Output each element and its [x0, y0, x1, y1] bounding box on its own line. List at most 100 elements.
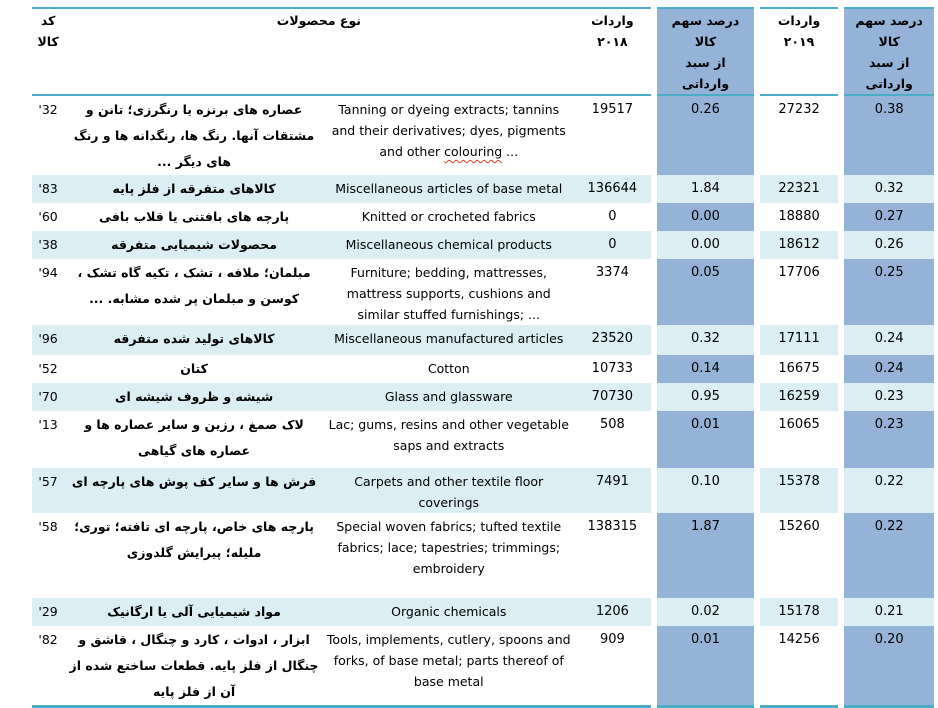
cell-imports-2019: 15178	[756, 598, 842, 626]
table-row: '13 لاک صمغ ، رزین و سایر عصاره ها و عصا…	[32, 411, 934, 468]
cell-imports-2018: 23520	[573, 325, 655, 355]
cell-desc-en: Lac; gums, resins and other vegetable sa…	[328, 417, 569, 453]
cell-share-2018: 0.10	[651, 468, 760, 513]
header-code: کد کالا	[32, 8, 64, 95]
cell-desc-en: Tanning or dyeing extracts; tannins and …	[324, 95, 574, 175]
cell-imports-2019: 27232	[778, 102, 820, 117]
cell-imports-2019: 16259	[756, 383, 842, 411]
cell-share-2019: 0.22	[838, 513, 934, 598]
cell-desc-fa: لاک صمغ ، رزین و سایر عصاره ها و عصاره ه…	[84, 417, 304, 458]
header-imports-2018: واردات ۲۰۱۸	[574, 8, 655, 95]
cell-imports-2018: 508	[599, 417, 625, 432]
cell-desc-en: Glass and glassware	[323, 383, 574, 411]
cell-code: '52	[38, 361, 58, 376]
cell-desc-en: Miscellaneous chemical products	[323, 231, 574, 259]
cell-desc-en: Furniture; bedding, mattresses, mattress…	[346, 265, 551, 322]
cell-imports-2018: 0	[608, 209, 617, 224]
cell-share-2018: 0.05	[651, 259, 760, 325]
cell-share-2018: 0.95	[651, 383, 760, 411]
header-imports-2019: واردات ۲۰۱۹	[757, 8, 842, 95]
cell-desc-en: Miscellaneous articles of base metal	[323, 175, 574, 203]
table-row: '29 مواد شیمیایی آلی یا ارگانیک Organic …	[32, 598, 934, 626]
cell-desc-en: Miscellaneous manufactured articles	[323, 325, 574, 355]
cell-share-2018: 0.01	[651, 411, 760, 468]
header-share-2018: درصد سهم کالا از سبد وارداتی	[651, 8, 760, 95]
cell-code: '94	[38, 265, 58, 280]
cell-desc-fa: مواد شیمیایی آلی یا ارگانیک	[64, 598, 324, 626]
cell-desc-en: Special woven fabrics; tufted textile fa…	[336, 519, 562, 576]
cell-share-2019: 0.26	[838, 231, 934, 259]
cell-code: '83	[32, 175, 65, 203]
header-share-2019: درصد سهم کالا از سبد وارداتی	[838, 8, 934, 95]
cell-share-2019: 0.25	[838, 259, 934, 325]
misspelled-word: colouring	[444, 144, 503, 159]
table-row: '58 پارچه های خاص، پارچه ای تافته؛ توری؛…	[32, 513, 934, 598]
cell-desc-fa: شیشه و ظروف شیشه ای	[64, 383, 324, 411]
cell-share-2018: 0.14	[651, 355, 760, 383]
cell-imports-2019: 14256	[778, 632, 820, 647]
document-page: کد کالا نوع محصولات واردات ۲۰۱۸ درصد سهم…	[32, 7, 934, 708]
cell-share-2019: 0.38	[838, 95, 934, 175]
desc-en-text: Tanning or dyeing extracts; tannins and …	[331, 102, 566, 159]
table-row: '82 ابزار ، ادوات ، کارد و چنگال ، قاشق …	[32, 626, 934, 707]
cell-imports-2018: 70730	[573, 383, 655, 411]
cell-imports-2019: 15260	[778, 519, 820, 534]
cell-share-2018: 0.26	[651, 95, 760, 175]
cell-share-2018: 1.84	[651, 175, 760, 203]
cell-code: '96	[32, 325, 65, 355]
table-row: '52 کتان Cotton 10733 0.14 16675 0.24	[32, 355, 934, 383]
cell-imports-2018: 138315	[587, 519, 638, 534]
table-row: '70 شیشه و ظروف شیشه ای Glass and glassw…	[32, 383, 934, 411]
cell-share-2019: 0.24	[838, 355, 934, 383]
cell-share-2018: 1.87	[651, 513, 760, 598]
table-row: '94 مبلمان؛ ملافه ، تشک ، تکیه گاه تشک ،…	[32, 259, 934, 325]
header-products: نوع محصولات	[276, 13, 361, 28]
cell-desc-fa: پارچه های بافتنی یا قلاب بافی	[99, 209, 290, 224]
header-imports-label: واردات	[591, 13, 634, 28]
cell-share-2019: 0.23	[838, 411, 934, 468]
header-year-2018: ۲۰۱۸	[597, 34, 628, 49]
cell-desc-fa: کالاهای متفرقه از فلز پایه	[64, 175, 324, 203]
cell-share-2019: 0.20	[838, 626, 934, 707]
cell-desc-fa: محصولات شیمیایی متفرقه	[64, 231, 324, 259]
cell-share-2018: 0.00	[651, 231, 760, 259]
table-row: '96 کالاهای تولید شده متفرقه Miscellaneo…	[32, 325, 934, 355]
cell-desc-en: Cotton	[427, 361, 470, 376]
cell-desc-fa: مبلمان؛ ملافه ، تشک ، تکیه گاه تشک ، کوس…	[77, 265, 311, 306]
cell-code: '70	[32, 383, 65, 411]
cell-share-2019: 0.32	[838, 175, 934, 203]
cell-desc-fa: فرش ها و سایر کف پوش های پارچه ای	[64, 468, 324, 513]
cell-desc-en: Organic chemicals	[323, 598, 574, 626]
cell-imports-2018: 10733	[591, 361, 634, 376]
cell-share-2018: 0.00	[651, 203, 760, 231]
cell-imports-2018: 19517	[591, 102, 634, 117]
cell-desc-en: Knitted or crocheted fabrics	[361, 209, 536, 224]
cell-share-2018: 0.01	[651, 626, 760, 707]
cell-desc-fa: کتان	[180, 361, 208, 376]
table-body: '32 عصاره های برنزه یا رنگرزی؛ تانن و مش…	[32, 95, 934, 707]
cell-code: '32	[38, 102, 58, 117]
desc-en-text: ...	[502, 144, 519, 159]
cell-imports-2019: 17706	[778, 265, 820, 280]
cell-code: '29	[32, 598, 65, 626]
cell-share-2019: 0.27	[838, 203, 934, 231]
header-share-line2: از سبد وارداتی	[865, 55, 913, 91]
cell-desc-fa: پارچه های خاص، پارچه ای تافته؛ توری؛ ملی…	[74, 519, 314, 560]
cell-imports-2019: 22321	[756, 175, 842, 203]
cell-imports-2018: 909	[599, 632, 625, 647]
header-imports-label: واردات	[777, 13, 821, 28]
header-code-line1: کد	[40, 13, 56, 28]
cell-imports-2019: 16065	[778, 417, 820, 432]
cell-share-2018: 0.02	[651, 598, 760, 626]
cell-imports-2018: 3374	[595, 265, 629, 280]
cell-desc-en: Carpets and other textile floor covering…	[323, 468, 574, 513]
cell-share-2019: 0.22	[838, 468, 934, 513]
table-row: '38 محصولات شیمیایی متفرقه Miscellaneous…	[32, 231, 934, 259]
cell-imports-2018: 7491	[573, 468, 655, 513]
cell-desc-fa: کالاهای تولید شده متفرقه	[64, 325, 324, 355]
table-header: کد کالا نوع محصولات واردات ۲۰۱۸ درصد سهم…	[32, 8, 934, 95]
cell-imports-2018: 1206	[573, 598, 655, 626]
cell-desc-fa: عصاره های برنزه یا رنگرزی؛ تانن و مشتقات…	[73, 102, 315, 169]
cell-code: '58	[38, 519, 58, 534]
table-row: '60 پارچه های بافتنی یا قلاب بافی Knitte…	[32, 203, 934, 231]
